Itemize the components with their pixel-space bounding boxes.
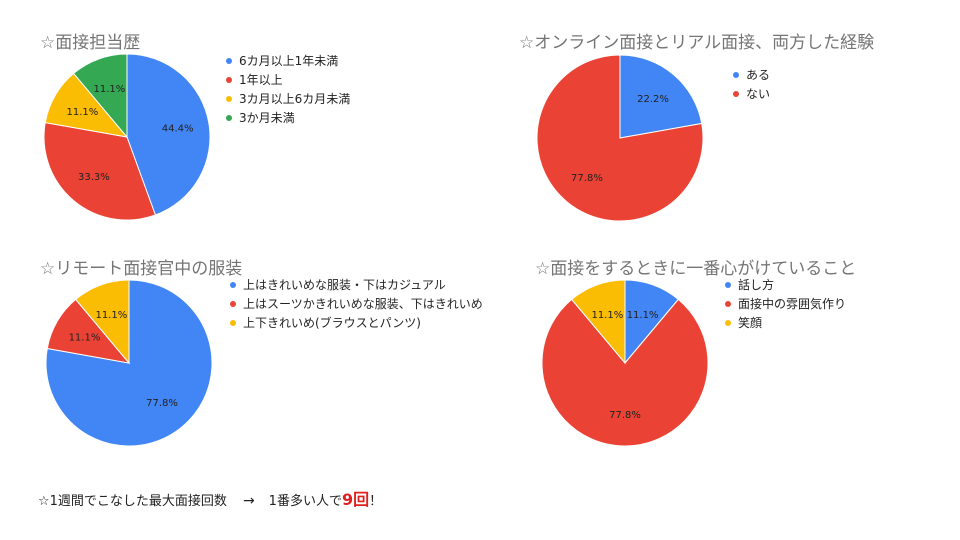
pie-slice-1 [45,279,213,447]
legend-label: 1年以上 [239,73,283,87]
legend-label: ある [746,68,771,82]
legend-label: 上下きれいめ(ブラウスとパンツ) [243,316,421,330]
slice-label-3: 11.1% [67,107,99,118]
legend-dot-icon [230,300,236,307]
slice-label-4: 11.1% [94,84,126,95]
legend-label: 上はきれいめな服装・下はカジュアル [243,278,446,292]
pie-slice-4 [72,53,128,139]
legend-2: ある ない [733,65,770,103]
legend-item: ある [733,65,770,84]
legend-item: 6カ月以上1年未満 [226,51,350,70]
legend-label: 3か月未満 [239,111,295,125]
legend-label: 上はスーツかきれいめな服装、下はきれいめ [243,297,483,311]
pie-slice-2 [541,298,709,447]
note-middle: 1番多い人で [268,494,342,509]
pie-chart-2: 22.2% 77.8% [536,54,704,222]
legend-dot-icon [226,114,232,121]
pie-slice-3 [570,279,626,365]
slice-label-2: 77.8% [609,410,641,421]
legend-item: ない [733,84,770,103]
legend-item: 上はスーツかきれいめな服装、下はきれいめ [230,294,483,313]
chart-title-2: ☆オンライン面接とリアル面接、両方した経験 [519,33,875,53]
slice-label-2: 11.1% [69,333,101,344]
note-prefix: ☆1週間でこなした最大面接回数 [38,494,227,509]
legend-dot-icon [733,90,739,97]
pie-chart-4: 11.1% 77.8% 11.1% [541,279,709,447]
legend-item: 上はきれいめな服装・下はカジュアル [230,275,483,294]
legend-dot-icon [725,281,731,288]
legend-4: 話し方面接中の雰囲気作り 笑顔 [725,275,846,332]
legend-dot-icon [226,57,232,64]
legend-dot-icon [230,281,236,288]
legend-label: 話し方 [738,278,775,292]
legend-dot-icon [226,95,232,102]
slice-label-1: 77.8% [146,398,178,409]
legend-item: 上下きれいめ(ブラウスとパンツ) [230,313,483,332]
note-highlight: 9回 [341,490,370,509]
legend-item: 面接中の雰囲気作り [725,294,846,313]
slice-label-3: 11.1% [96,310,128,321]
pie-slice-3 [74,279,130,365]
pie-slice-2 [536,54,704,222]
pie-slice-2 [43,122,157,221]
legend-dot-icon [725,319,731,326]
legend-item: 3カ月以上6カ月未満 [226,89,350,108]
arrow-icon: → [242,493,255,509]
legend-item: 1年以上 [226,70,350,89]
legend-label: 笑顔 [738,316,763,330]
legend-label: ない [746,87,771,101]
pie-slice-1 [126,53,211,216]
note-suffix: ！ [369,494,383,509]
slice-label-2: 77.8% [571,173,603,184]
legend-1: 6カ月以上1年未満 1年以上 3カ月以上6カ月未満 3か月未満 [226,51,350,127]
legend-label: 3カ月以上6カ月未満 [239,92,351,106]
chart-title-4: ☆面接をするときに一番心がけていること [535,259,857,279]
legend-label: 6カ月以上1年未満 [239,54,339,68]
chart-title-3: ☆リモート面接官中の服装 [40,259,243,279]
pie-slice-1 [619,54,703,139]
legend-dot-icon [725,300,731,307]
legend-3: 上はきれいめな服装・下はカジュアル上はスーツかきれいめな服装、下はきれいめ 上下き… [230,275,483,332]
legend-dot-icon [230,319,236,326]
legend-label: 面接中の雰囲気作り [738,297,847,311]
slice-label-1: 11.1% [627,310,659,321]
legend-dot-icon [733,71,739,78]
pie-chart-3: 77.8% 11.1% 11.1% [45,279,213,447]
legend-item: 笑顔 [725,313,846,332]
pie-chart-1: 44.4% 33.3% 11.1% 11.1% [43,53,211,221]
chart-title-1: ☆面接担当歴 [40,33,141,53]
slice-label-1: 22.2% [637,94,669,105]
legend-item: 話し方 [725,275,846,294]
slice-label-1: 44.4% [162,124,194,135]
slice-label-2: 33.3% [78,172,110,183]
legend-dot-icon [226,76,232,83]
slice-label-3: 11.1% [592,310,624,321]
legend-item: 3か月未満 [226,108,350,127]
max-interviews-note: ☆1週間でこなした最大面接回数 → 1番多い人で9回！ [38,486,382,510]
